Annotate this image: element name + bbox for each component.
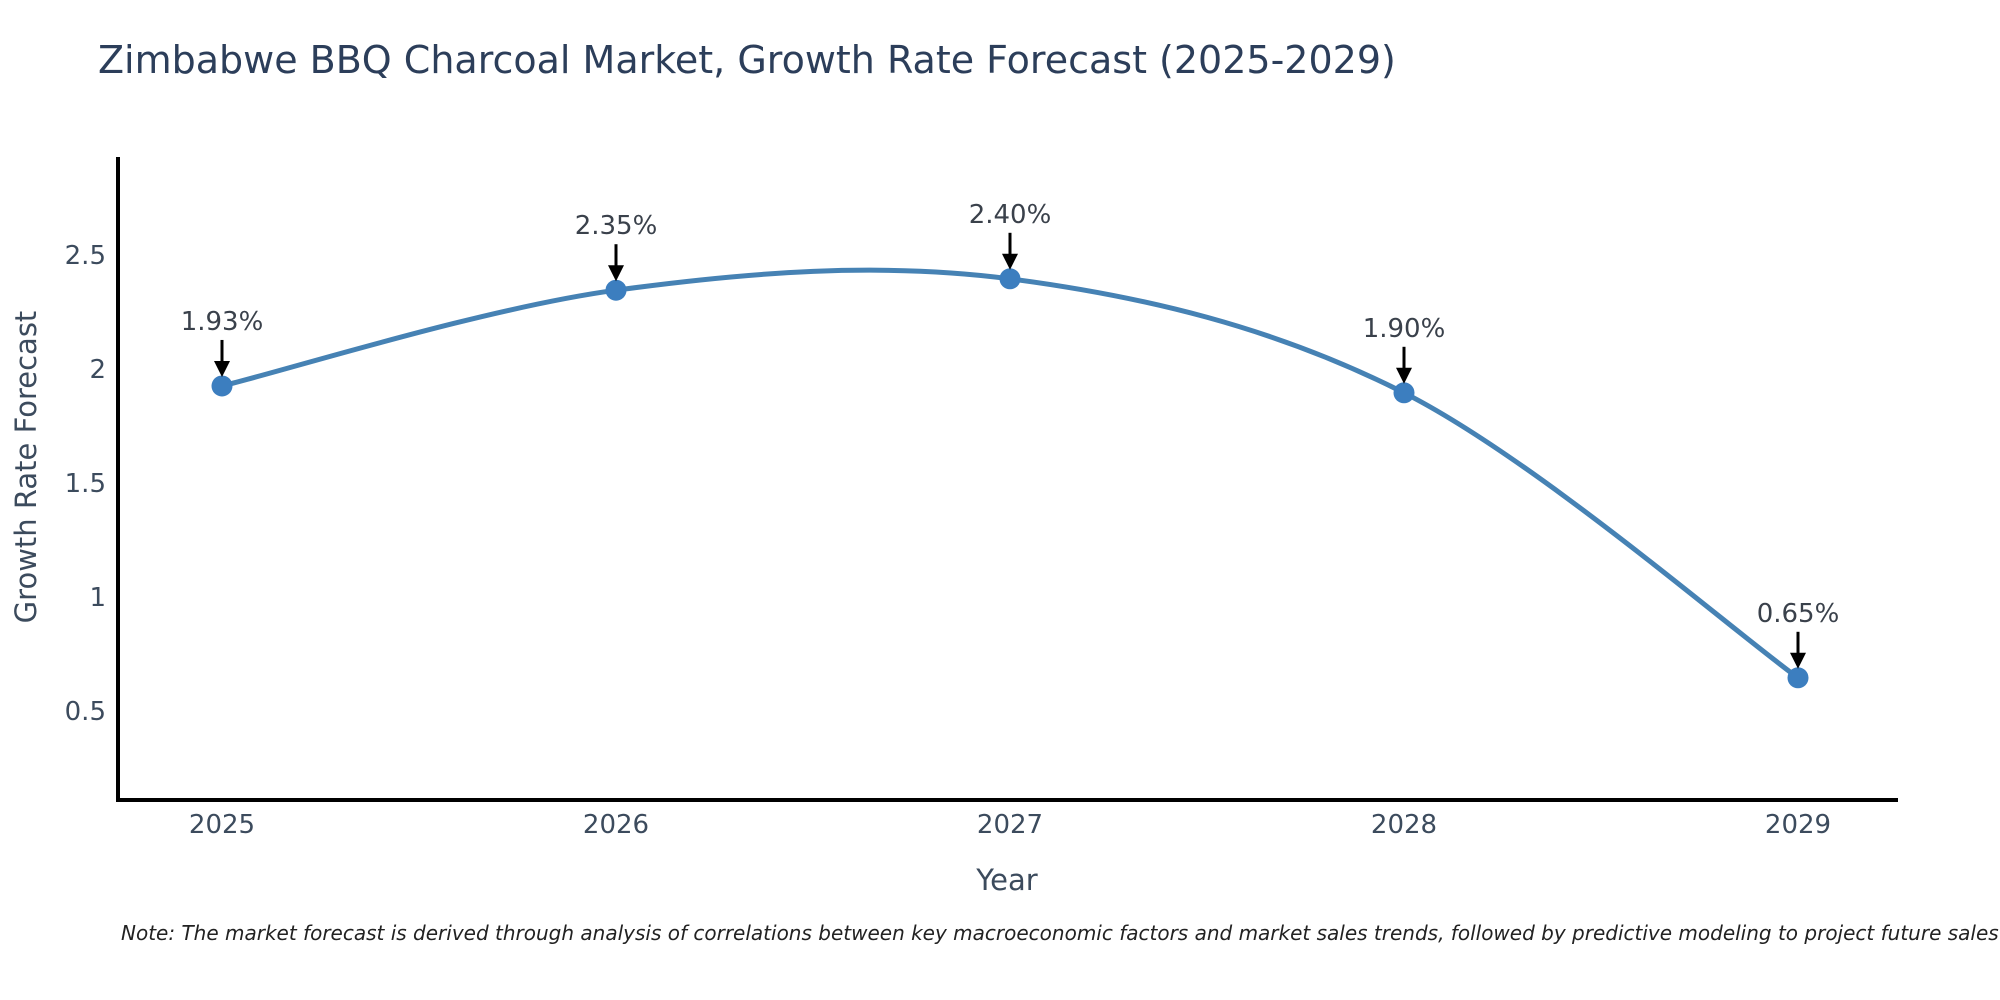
data-point-label: 1.93% bbox=[181, 307, 264, 337]
x-tick-label: 2027 bbox=[977, 810, 1043, 840]
y-tick-label: 2.5 bbox=[65, 241, 106, 271]
data-point-marker bbox=[1393, 382, 1415, 404]
annotation-arrowhead bbox=[1790, 652, 1806, 669]
x-tick-label: 2029 bbox=[1765, 810, 1831, 840]
data-point-marker bbox=[605, 279, 627, 301]
data-point-marker bbox=[211, 375, 233, 397]
data-point-marker bbox=[999, 268, 1021, 290]
x-axis-title: Year bbox=[976, 863, 1038, 897]
y-tick-label: 1 bbox=[89, 583, 106, 613]
x-tick-label: 2025 bbox=[189, 810, 255, 840]
chart-title: Zimbabwe BBQ Charcoal Market, Growth Rat… bbox=[98, 38, 1396, 82]
y-tick-label: 2 bbox=[89, 355, 106, 385]
x-tick-label: 2026 bbox=[583, 810, 649, 840]
data-point-label: 0.65% bbox=[1757, 599, 1840, 629]
data-point-label: 2.35% bbox=[575, 211, 658, 241]
footnote: Note: The market forecast is derived thr… bbox=[121, 921, 1999, 945]
x-tick-label: 2028 bbox=[1371, 810, 1437, 840]
annotation-arrowhead bbox=[1396, 367, 1412, 384]
y-axis-title: Growth Rate Forecast bbox=[9, 310, 43, 624]
y-tick-label: 1.5 bbox=[65, 469, 106, 499]
y-tick-label: 0.5 bbox=[65, 697, 106, 727]
annotation-arrowhead bbox=[1002, 253, 1018, 270]
annotation-arrowhead bbox=[214, 360, 230, 377]
data-point-label: 1.90% bbox=[1363, 314, 1446, 344]
data-point-label: 2.40% bbox=[969, 200, 1052, 230]
forecast-line bbox=[219, 267, 1801, 681]
data-point-marker bbox=[1787, 667, 1809, 689]
annotation-arrowhead bbox=[608, 265, 624, 282]
